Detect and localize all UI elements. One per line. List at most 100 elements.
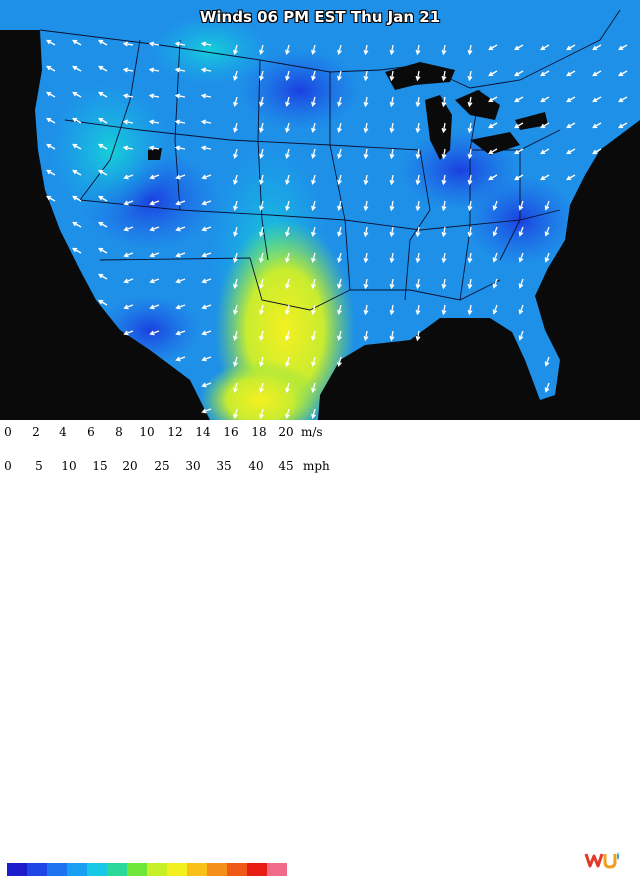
wind-arrow <box>149 200 160 206</box>
wind-arrow <box>259 96 264 108</box>
wind-arrow <box>389 278 395 290</box>
colorbar-swatch <box>267 863 287 876</box>
wind-arrow <box>149 304 160 310</box>
wind-arrow <box>123 174 134 180</box>
wind-arrow <box>259 278 264 290</box>
wind-arrow <box>592 70 602 77</box>
ms-tick: 14 <box>195 425 211 439</box>
wind-arrow <box>441 96 447 108</box>
wind-arrow <box>337 304 342 316</box>
colorbar-swatch <box>247 863 267 876</box>
wind-arrow <box>415 226 421 238</box>
wind-arrow <box>592 44 602 51</box>
wind-arrow <box>415 330 421 342</box>
wind-arrow <box>285 200 290 212</box>
ms-tick: 16 <box>223 425 239 439</box>
wind-arrow <box>174 145 186 151</box>
wind-arrow <box>540 44 550 51</box>
wind-arrow <box>363 304 369 316</box>
wind-arrow <box>233 174 238 186</box>
wind-arrow <box>233 252 238 264</box>
wind-arrow <box>46 91 56 98</box>
wind-map-canvas <box>0 0 640 420</box>
wind-arrow <box>148 93 160 99</box>
wind-arrow <box>149 278 160 284</box>
mph-tick: 35 <box>216 459 232 473</box>
wind-arrow <box>233 382 238 394</box>
wind-arrow <box>544 252 550 263</box>
wind-arrow <box>337 96 342 108</box>
wind-arrow <box>518 278 524 289</box>
wind-arrow <box>441 200 447 212</box>
wind-arrow <box>98 195 108 202</box>
wind-arrow <box>285 148 290 160</box>
wind-arrow <box>259 226 264 238</box>
wind-arrow <box>46 169 56 176</box>
wind-arrow <box>149 174 160 180</box>
wind-arrow <box>174 67 186 73</box>
wind-arrow <box>311 356 316 368</box>
mph-tick: 20 <box>122 459 138 473</box>
wind-arrow <box>46 195 56 202</box>
wind-arrow <box>123 304 134 310</box>
wind-arrow <box>285 304 290 316</box>
wind-arrow <box>285 252 290 264</box>
ms-tick: 20 <box>278 425 294 439</box>
wind-arrow <box>488 96 498 103</box>
wind-arrow <box>441 70 447 82</box>
wind-arrow <box>175 278 186 284</box>
wind-arrow <box>337 122 342 134</box>
wind-arrow <box>544 200 550 211</box>
wind-arrow <box>467 200 473 212</box>
wind-arrow <box>233 200 238 212</box>
wind-arrow <box>259 122 264 134</box>
wind-arrow <box>72 39 82 46</box>
wind-arrow <box>201 330 212 336</box>
wind-arrow <box>233 304 238 316</box>
wind-arrow <box>467 252 473 264</box>
wind-arrow <box>514 70 524 77</box>
wind-arrow <box>363 44 369 56</box>
wind-arrow <box>488 70 498 77</box>
wind-arrow <box>98 65 108 72</box>
wind-arrow <box>123 278 134 284</box>
wind-arrow <box>544 382 550 393</box>
ms-unit: m/s <box>301 425 323 439</box>
wind-arrow <box>98 273 108 280</box>
wind-arrow <box>389 304 395 316</box>
wind-arrow <box>492 304 498 315</box>
wind-arrow <box>363 200 369 212</box>
wind-arrow <box>233 330 238 342</box>
wind-arrow <box>337 330 342 342</box>
wind-colorbar <box>7 863 287 876</box>
wind-arrow <box>389 174 395 186</box>
wind-arrow <box>233 44 238 56</box>
wind-arrow <box>175 330 186 336</box>
wind-arrow <box>200 93 212 99</box>
wind-arrow <box>233 226 238 238</box>
wind-arrow <box>467 278 473 290</box>
wind-arrow <box>259 382 264 394</box>
wind-arrow <box>467 70 473 82</box>
wind-arrow <box>311 252 316 264</box>
wind-arrow <box>540 122 550 129</box>
wind-arrow <box>389 330 395 342</box>
wind-arrow <box>566 174 576 181</box>
wind-arrow <box>201 304 212 310</box>
wind-arrow <box>201 278 212 284</box>
wind-arrow <box>148 145 160 151</box>
wind-arrow <box>441 304 447 316</box>
wind-arrow <box>123 252 134 258</box>
wind-arrow <box>285 70 290 82</box>
wind-arrow <box>285 122 290 134</box>
wind-arrow <box>122 67 134 73</box>
ms-tick: 8 <box>115 425 123 439</box>
wind-arrow <box>201 408 212 414</box>
wind-arrow <box>72 169 82 176</box>
ms-tick: 10 <box>139 425 155 439</box>
moderate-wind-region <box>150 15 270 85</box>
wind-arrow <box>311 408 316 420</box>
wind-arrow <box>98 39 108 46</box>
wind-arrow <box>123 200 134 206</box>
wind-arrow <box>259 70 264 82</box>
